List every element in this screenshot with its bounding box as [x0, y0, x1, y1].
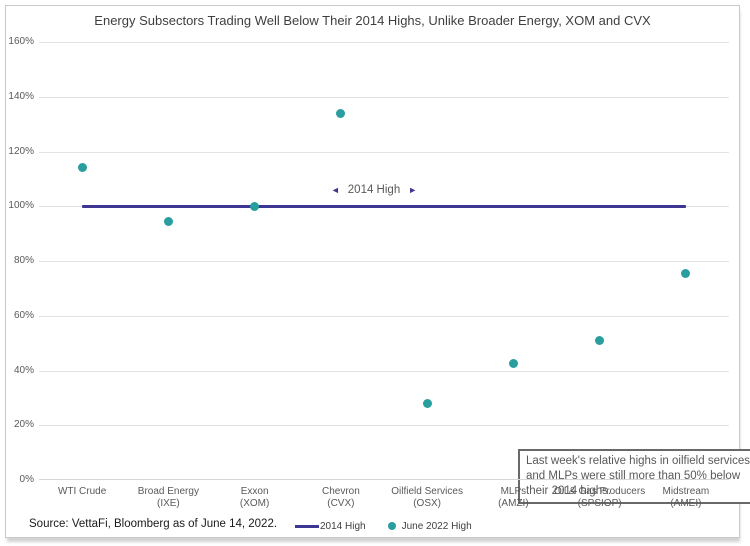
legend-label: 2014 High: [320, 520, 366, 532]
chart-legend: 2014 High June 2022 High: [295, 519, 472, 533]
legend-label: June 2022 High: [401, 520, 472, 532]
x-label-broad-energy: Broad Energy (IXE): [137, 486, 199, 509]
data-point-wti-crude: [77, 163, 87, 173]
legend-dot-swatch: [387, 522, 396, 530]
data-point-oil-gas-producers: [595, 335, 605, 345]
x-label-mlps: MLPs (AMZI): [498, 486, 529, 509]
ref-line-2014-high: [82, 204, 686, 208]
source-note: Source: VettaFi, Bloomberg as of June 14…: [29, 518, 278, 530]
x-label-wti-crude: WTI Crude: [57, 486, 107, 497]
data-point-oilfield-services: [422, 398, 432, 408]
gridline-20: [39, 425, 729, 427]
data-point-midstream: [681, 268, 691, 278]
gridline-120: [39, 151, 729, 153]
y-tick-label: 100%: [8, 200, 34, 212]
x-label-oilfield-services: Oilfield Services (OSX): [391, 486, 463, 509]
y-tick-label: 40%: [13, 364, 34, 376]
left-arrow-icon: ◄: [330, 185, 340, 196]
y-tick-label: 160%: [8, 36, 34, 47]
gridline-60: [39, 315, 729, 317]
y-tick-label: 60%: [13, 309, 34, 321]
gridline-0: [39, 479, 729, 480]
x-label-midstream: Midstream (AMEI): [662, 486, 710, 509]
x-label-exxon: Exxon (XOM): [239, 486, 270, 509]
chart-title: Energy Subsectors Trading Well Below The…: [94, 13, 651, 28]
right-arrow-icon: ►: [408, 185, 418, 196]
x-label-oil-gas-producers: Oil & Gas Producers (SPSIOP): [554, 486, 646, 509]
y-tick-label: 80%: [13, 255, 34, 266]
gridline-40: [39, 370, 729, 372]
x-label-chevron: Chevron (CVX): [321, 486, 360, 509]
x-axis-labels: WTI Crude Broad Energy (IXE) Exxon (XOM) Chev…: [39, 486, 729, 512]
ref-line-label: 2014 High: [347, 184, 401, 197]
gridline-140: [39, 96, 729, 98]
legend-item-june-2022-high: June 2022 High: [387, 520, 472, 532]
gridline-160: [39, 42, 729, 43]
data-point-mlps: [508, 359, 518, 369]
data-point-broad-energy: [163, 216, 173, 226]
y-tick-label: 140%: [8, 90, 34, 102]
data-point-exxon: [250, 201, 260, 211]
y-tick-label: 120%: [8, 145, 34, 157]
y-tick-label: 0%: [19, 474, 34, 485]
legend-line-swatch: [295, 524, 319, 528]
chart-frame: Energy Subsectors Trading Well Below The…: [5, 5, 750, 538]
data-point-chevron: [336, 108, 346, 118]
callout-textbox: Last week's relative highs in oilfield s…: [518, 449, 750, 504]
y-tick-label: 20%: [13, 419, 34, 431]
ref-line-annotation: ◄ 2014 High ►: [331, 183, 417, 197]
gridline-80: [39, 261, 729, 262]
plot-area: ◄ 2014 High ► Last week's relative highs…: [39, 42, 750, 504]
legend-item-2014-high: 2014 High: [295, 521, 366, 532]
